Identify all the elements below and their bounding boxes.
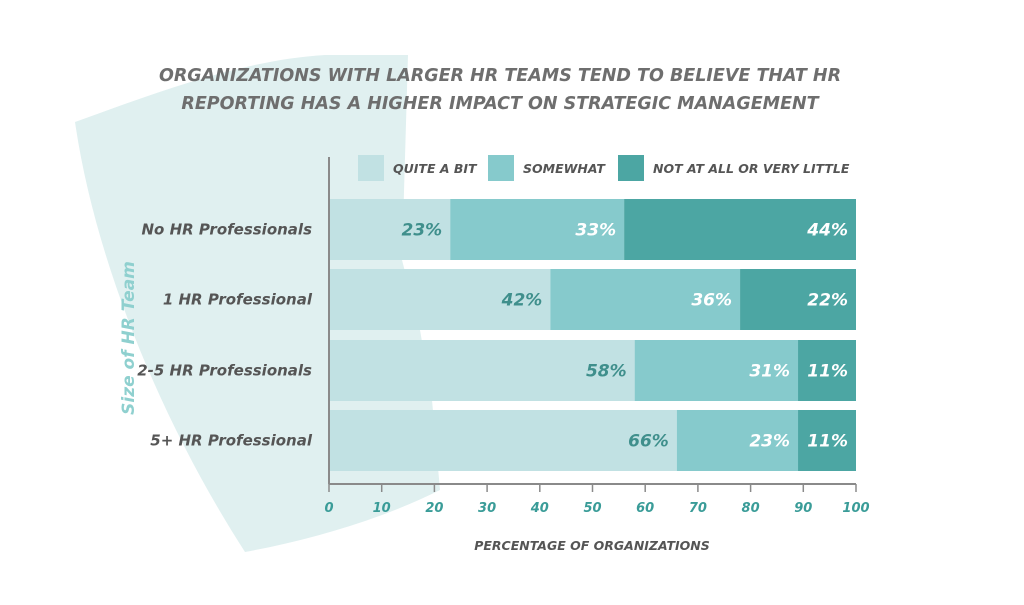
bar-segment-2-1 <box>329 269 551 330</box>
bar-segment-2-3 <box>740 269 856 330</box>
x-tick-label-2: 10 <box>373 501 391 516</box>
legend-swatch-3 <box>618 155 644 181</box>
x-tick-label-1: 0 <box>324 501 333 516</box>
data-label-3-2: 31% <box>749 362 790 382</box>
data-label-2-1: 42% <box>501 291 543 311</box>
bar-segment-4-2 <box>676 410 799 471</box>
data-label-1-3: 44% <box>806 221 848 241</box>
data-label-3-3: 11% <box>807 362 848 382</box>
bars: No HR Professionals 23% 33% 44% 1 HR Profess… <box>137 199 856 471</box>
data-label-4-1: 66% <box>628 432 669 452</box>
chart-title-line-2: REPORTING HAS A HIGHER IMPACT ON STRATEG… <box>181 94 819 114</box>
data-label-1-1: 23% <box>402 221 443 241</box>
bar-segment-4-3 <box>798 410 856 471</box>
data-label-4-2: 23% <box>749 432 790 452</box>
category-label-2: 1 HR Professional <box>163 291 313 309</box>
data-label-2-3: 22% <box>807 291 848 311</box>
legend-swatch-2 <box>488 155 514 181</box>
bar-segment-4-1 <box>329 410 677 471</box>
y-axis-title: Size of HR Team <box>119 261 139 415</box>
category-label-1: No HR Professionals <box>141 221 312 239</box>
legend-label-3: NOT AT ALL OR VERY LITTLE <box>653 161 850 176</box>
legend-label-2: SOMEWHAT <box>523 161 606 176</box>
bar-segment-3-2 <box>634 340 799 401</box>
x-tick-label-11: 100 <box>842 501 869 516</box>
bar-segment-1-1 <box>329 199 451 260</box>
x-tick-label-3: 20 <box>425 501 443 516</box>
bar-segment-2-2 <box>550 269 741 330</box>
x-axis-title: PERCENTAGE OF ORGANIZATIONS <box>474 538 710 553</box>
x-tick-label-8: 70 <box>689 501 707 516</box>
chart-title-line-1: ORGANIZATIONS WITH LARGER HR TEAMS TEND … <box>158 66 842 86</box>
legend-label-1: QUITE A BIT <box>393 161 478 176</box>
data-label-3-1: 58% <box>586 362 627 382</box>
bar-segment-3-1 <box>329 340 635 401</box>
data-label-2-2: 36% <box>691 291 732 311</box>
legend: QUITE A BIT SOMEWHAT NOT AT ALL OR VERY LI… <box>358 155 850 181</box>
bar-segment-3-3 <box>798 340 856 401</box>
x-tick-label-6: 50 <box>583 501 601 516</box>
category-label-3: 2-5 HR Professionals <box>137 362 312 380</box>
x-tick-label-4: 30 <box>478 501 496 516</box>
bar-segment-1-3 <box>624 199 856 260</box>
bar-segment-1-2 <box>450 199 625 260</box>
data-label-4-3: 11% <box>807 432 848 452</box>
x-tick-label-5: 40 <box>530 501 549 516</box>
x-tick-label-10: 90 <box>794 501 812 516</box>
x-tick-label-7: 60 <box>636 501 654 516</box>
chart-title: ORGANIZATIONS WITH LARGER HR TEAMS TEND … <box>150 62 850 118</box>
axes: 0 10 20 30 40 50 60 70 80 90 100 <box>324 157 870 516</box>
data-label-1-2: 33% <box>575 221 616 241</box>
category-label-4: 5+ HR Professional <box>150 432 313 450</box>
x-tick-label-9: 80 <box>742 501 760 516</box>
legend-swatch-1 <box>358 155 384 181</box>
